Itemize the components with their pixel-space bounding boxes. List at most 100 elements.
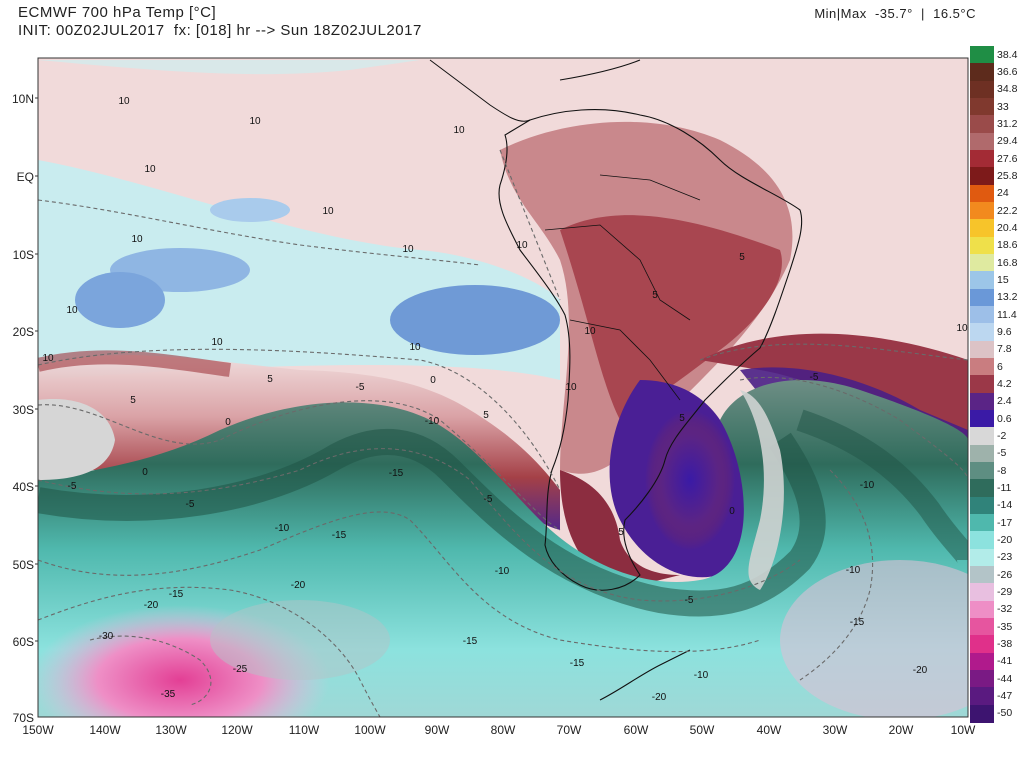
colorbar-label: 31.2 [997, 118, 1018, 130]
colorbar-swatch [970, 184, 994, 203]
contour-label: 10 [118, 96, 130, 107]
contour-label: -10 [275, 523, 290, 534]
contour-label: -5 [68, 481, 77, 492]
colorbar-label: -17 [997, 516, 1013, 529]
colorbar-swatch [970, 514, 994, 532]
contour-label: 10 [565, 382, 577, 393]
colorbar-label: -26 [997, 568, 1013, 581]
contour-label: -10 [495, 566, 510, 577]
contour-label: 10 [516, 240, 528, 251]
colorbar-label: -32 [997, 603, 1013, 616]
colorbar-label: -5 [997, 447, 1007, 460]
min-max-readout: Min|Max -35.7° | 16.5°C [814, 6, 976, 21]
colorbar-label: 38.4 [997, 48, 1018, 61]
contour-label: 10 [211, 337, 223, 348]
colorbar-label: 18.6 [997, 239, 1018, 252]
lon-label: 20W [889, 723, 914, 737]
antarctic-peninsula-coastline [599, 649, 691, 701]
colorbar-swatch [970, 115, 994, 134]
contour-label: 0 [729, 506, 735, 517]
colorbar-swatch [970, 618, 994, 636]
colorbar-swatch [970, 358, 994, 376]
colorbar-label: -47 [997, 690, 1013, 702]
contour-label: 10 [956, 323, 968, 334]
colorbar-label: 22.2 [997, 204, 1018, 217]
lat-label: 10N [12, 92, 34, 106]
colorbar-swatch [970, 496, 994, 515]
map-init-info: INIT: 00Z02JUL2017 fx: [018] hr --> Sun … [18, 22, 422, 39]
contour-label: -20 [913, 665, 928, 676]
contour-label: 10 [144, 164, 156, 175]
colorbar-swatch [970, 479, 994, 498]
lon-label: 100W [354, 723, 386, 737]
contour-label: -10 [425, 416, 440, 427]
south-america-coastline [498, 109, 803, 591]
contour-label: -10 [860, 480, 875, 491]
colorbar-swatch [970, 531, 994, 550]
lon-label: 50W [690, 723, 715, 737]
contour-label: -20 [291, 580, 306, 591]
colorbar-label: 24 [997, 187, 1009, 200]
colorbar-swatch [970, 288, 994, 307]
contour-label: 0 [142, 467, 148, 478]
colorbar-swatch [970, 132, 994, 151]
lon-label: 90W [425, 723, 450, 737]
contour-label: -30 [99, 631, 114, 642]
contour-label: -5 [356, 382, 365, 393]
contour-label: 5 [652, 290, 658, 301]
colorbar-swatch [970, 202, 994, 220]
contour-label: 5 [130, 395, 136, 406]
contour-label: -25 [233, 664, 248, 675]
colorbar-swatch [970, 410, 994, 428]
colorbar-label: -14 [997, 499, 1013, 512]
colorbar-label: 20.4 [997, 222, 1018, 234]
map-title: ECMWF 700 hPa Temp [°C] [18, 4, 217, 21]
colorbar-label: 9.6 [997, 326, 1012, 338]
contour-label: 10 [584, 326, 596, 337]
lat-label: 60S [13, 635, 34, 649]
colorbar-swatch [970, 427, 994, 446]
colorbar-swatch [970, 670, 994, 688]
colorbar-label: 34.8 [997, 83, 1018, 96]
contour-label: -35 [161, 689, 176, 700]
latitude-ticks [35, 97, 38, 642]
colorbar-swatch [970, 340, 994, 359]
lat-label: 30S [13, 403, 34, 417]
lat-label: EQ [17, 170, 34, 184]
colorbar-label: -29 [997, 586, 1013, 598]
colorbar-swatch [970, 652, 994, 671]
contour-label: 10 [409, 342, 421, 353]
lon-label: 70W [557, 723, 582, 737]
lon-label: 30W [823, 723, 848, 737]
colorbar-swatch [970, 635, 994, 654]
colorbar-label: 27.6 [997, 152, 1018, 165]
contour-label: 10 [249, 116, 261, 127]
colorbar-label: -38 [997, 638, 1013, 650]
colorbar-label: 13.2 [997, 291, 1018, 304]
lon-label: 130W [155, 723, 187, 737]
colorbar-swatch [970, 63, 994, 82]
contour-label: -15 [169, 589, 184, 600]
contour-label: 10 [66, 305, 78, 316]
colorbar-swatch [970, 271, 994, 290]
colorbar-label: -11 [997, 482, 1012, 494]
colorbar-swatch [970, 375, 994, 394]
lon-label: 140W [89, 723, 121, 737]
contour-label: -15 [850, 617, 865, 628]
lon-label: 40W [757, 723, 782, 737]
colorbar-swatch [970, 167, 994, 186]
lon-label: 10W [951, 723, 976, 737]
colorbar-label: -20 [997, 534, 1013, 546]
colorbar-swatch [970, 462, 994, 480]
lat-label: 10S [13, 248, 34, 262]
contour-label: 5 [267, 374, 273, 385]
contour-label: 10 [42, 353, 54, 364]
colorbar-label: 4.2 [997, 378, 1012, 390]
colorbar-label: -41 [997, 655, 1013, 668]
colorbar-label: 29.4 [997, 135, 1018, 148]
colorbar-label: -23 [997, 551, 1013, 564]
contour-label: 5 [618, 527, 624, 538]
colorbar-swatch [970, 566, 994, 584]
contour-label: -5 [186, 499, 195, 510]
lon-label: 120W [221, 723, 253, 737]
